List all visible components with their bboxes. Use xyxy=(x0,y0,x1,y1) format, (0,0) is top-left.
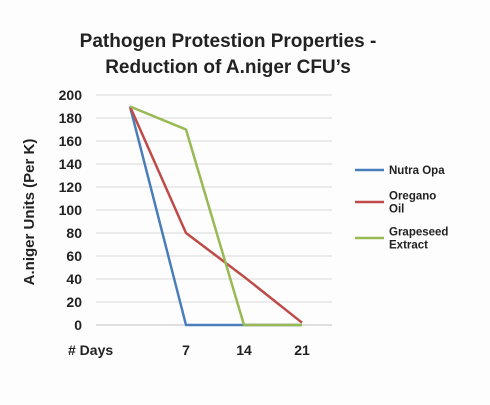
legend-label: Grapeseed xyxy=(389,227,448,239)
y-tick-label: 0 xyxy=(74,317,82,333)
series-line-2 xyxy=(128,105,303,324)
x-tick-label: 7 xyxy=(182,342,190,358)
legend-label: Extract xyxy=(389,240,428,252)
y-axis-label: A.niger Units (Per K) xyxy=(21,139,38,286)
y-tick-label: 80 xyxy=(66,225,82,241)
grid-lines xyxy=(96,94,332,326)
y-tick-label: 180 xyxy=(59,110,83,126)
y-tick-label: 100 xyxy=(59,202,83,218)
y-tick-labels: 0 20 40 60 80 100 120 140 160 180 200 xyxy=(59,87,83,333)
legend-label: Oil xyxy=(389,204,404,216)
series-line-1 xyxy=(128,106,302,327)
chart-title: Pathogen Protestion Properties - Reducti… xyxy=(80,31,377,78)
chart-title-line-2: Reduction of A.niger CFU’s xyxy=(105,57,351,78)
series-line-3 xyxy=(129,105,302,327)
legend-label: Oregano xyxy=(389,191,436,203)
chart-title-line-1: Pathogen Protestion Properties - xyxy=(80,31,377,52)
y-tick-label: 20 xyxy=(66,294,82,310)
series-lines xyxy=(128,105,303,327)
y-tick-label: 200 xyxy=(59,87,83,103)
x-tick-label: 21 xyxy=(294,342,310,358)
x-tick-label: 14 xyxy=(236,342,252,358)
x-axis-first-label: # Days xyxy=(68,342,113,358)
y-tick-label: 140 xyxy=(59,156,83,172)
x-tick-labels: # Days 7 14 21 xyxy=(68,342,310,358)
y-tick-label: 160 xyxy=(59,133,83,149)
y-tick-label: 60 xyxy=(66,248,82,264)
y-tick-label: 120 xyxy=(59,179,83,195)
y-tick-label: 40 xyxy=(66,271,82,287)
legend-label: Nutra Opa xyxy=(389,165,445,177)
